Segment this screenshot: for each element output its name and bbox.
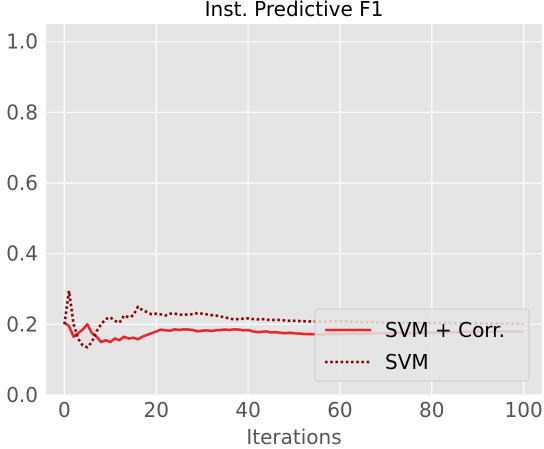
x-tick-label: 0 (58, 398, 71, 422)
x-tick-label: 40 (235, 398, 260, 422)
x-tick-label: 100 (505, 398, 543, 422)
chart-title: Inst. Predictive F1 (205, 0, 384, 21)
y-tick-label: 0.8 (6, 100, 38, 124)
legend-label-1: SVM + Corr. (385, 318, 505, 342)
grid-lines (46, 24, 542, 396)
x-axis-label: Iterations (246, 425, 341, 449)
y-tick-label: 0.2 (6, 312, 38, 336)
x-tick-label: 20 (143, 398, 168, 422)
legend-label-2: SVM (385, 350, 429, 374)
x-tick-label: 60 (327, 398, 352, 422)
y-tick-label: 0.4 (6, 242, 38, 266)
x-tick-label: 80 (419, 398, 444, 422)
legend: SVM + Corr. SVM (314, 308, 530, 382)
tick-labels: 0 20 40 60 80 100 0.0 0.2 0.4 0.6 0.8 1.0 (6, 30, 543, 422)
y-tick-label: 0.0 (6, 383, 38, 407)
y-tick-label: 1.0 (6, 30, 38, 54)
y-tick-label: 0.6 (6, 171, 38, 195)
